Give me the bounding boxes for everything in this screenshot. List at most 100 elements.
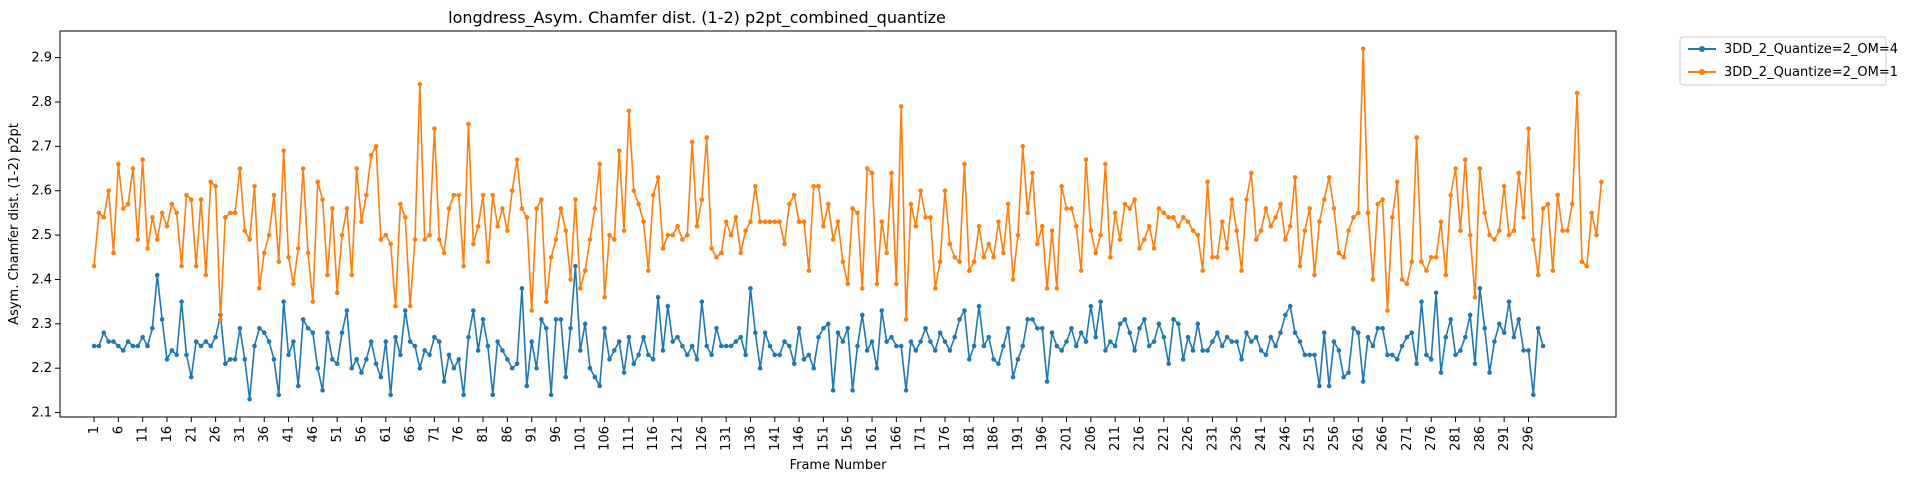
data-point-series-2 bbox=[670, 232, 675, 238]
data-point-series-1 bbox=[91, 343, 97, 349]
data-point-series-1 bbox=[252, 343, 257, 349]
data-point-series-2 bbox=[475, 223, 481, 229]
data-point-series-1 bbox=[1346, 370, 1351, 375]
data-point-series-1 bbox=[981, 343, 987, 349]
data-point-series-1 bbox=[1185, 334, 1191, 340]
data-point-series-2 bbox=[315, 179, 321, 185]
data-point-series-2 bbox=[534, 206, 539, 211]
data-point-series-2 bbox=[480, 192, 486, 198]
data-point-series-2 bbox=[1039, 223, 1045, 229]
data-point-series-2 bbox=[1394, 179, 1400, 185]
x-tick-label: 26 bbox=[209, 426, 224, 443]
data-point-series-2 bbox=[1122, 201, 1128, 207]
data-point-series-2 bbox=[1589, 210, 1594, 216]
data-point-series-2 bbox=[704, 135, 710, 140]
plot-frame bbox=[59, 30, 1617, 418]
data-point-series-1 bbox=[996, 361, 1001, 367]
data-point-series-1 bbox=[354, 357, 359, 362]
data-point-series-2 bbox=[266, 232, 272, 238]
data-point-series-2 bbox=[179, 263, 184, 269]
x-tick-label: 46 bbox=[306, 426, 321, 443]
data-point-series-1 bbox=[1108, 339, 1113, 344]
data-point-series-2 bbox=[116, 161, 121, 167]
x-tick-label: 116 bbox=[646, 426, 661, 451]
data-point-series-1 bbox=[417, 365, 423, 371]
x-tick-label: 226 bbox=[1181, 426, 1196, 451]
data-point-series-2 bbox=[1438, 219, 1444, 225]
data-point-series-2 bbox=[169, 201, 175, 207]
data-point-series-2 bbox=[373, 144, 379, 149]
data-point-series-2 bbox=[714, 254, 719, 260]
x-tick-label: 286 bbox=[1473, 426, 1488, 451]
legend-label-series-1: 3DD_2_Quantize=2_OM=4 bbox=[1724, 42, 1898, 57]
data-point-series-1 bbox=[466, 334, 471, 340]
x-tick-label: 251 bbox=[1303, 426, 1318, 451]
data-point-series-2 bbox=[451, 192, 457, 198]
data-point-series-2 bbox=[1462, 157, 1468, 162]
data-point-series-1 bbox=[806, 352, 812, 358]
x-tick-label: 101 bbox=[573, 426, 588, 451]
data-point-series-1 bbox=[1433, 290, 1439, 296]
data-point-series-1 bbox=[733, 339, 739, 344]
data-point-series-1 bbox=[918, 339, 923, 344]
data-point-series-2 bbox=[1569, 201, 1575, 207]
data-point-series-2 bbox=[1346, 228, 1351, 233]
data-point-series-1 bbox=[257, 325, 262, 331]
x-tick-label: 256 bbox=[1327, 426, 1342, 451]
data-point-series-1 bbox=[689, 343, 695, 349]
data-point-series-2 bbox=[466, 121, 471, 127]
x-tick-label: 136 bbox=[743, 426, 758, 451]
x-tick-label: 276 bbox=[1424, 426, 1439, 451]
data-point-series-2 bbox=[422, 237, 427, 242]
x-tick-label: 261 bbox=[1351, 426, 1366, 451]
data-point-series-2 bbox=[709, 246, 714, 251]
data-point-series-1 bbox=[1526, 348, 1531, 353]
data-point-series-2 bbox=[354, 166, 359, 171]
data-point-series-2 bbox=[1472, 294, 1478, 300]
data-point-series-1 bbox=[539, 317, 544, 322]
data-point-series-1 bbox=[111, 339, 116, 344]
data-point-series-2 bbox=[1331, 206, 1337, 211]
data-point-series-1 bbox=[568, 325, 573, 331]
data-point-series-2 bbox=[748, 219, 753, 225]
data-point-series-1 bbox=[840, 339, 846, 344]
data-point-series-1 bbox=[631, 361, 637, 367]
data-point-series-2 bbox=[364, 192, 369, 198]
data-point-series-1 bbox=[1069, 325, 1074, 331]
data-point-series-2 bbox=[281, 148, 286, 154]
data-point-series-1 bbox=[1132, 348, 1137, 353]
data-point-series-2 bbox=[641, 219, 646, 225]
data-point-series-1 bbox=[976, 303, 982, 309]
data-point-series-1 bbox=[1302, 352, 1308, 358]
y-tick-label: 2.6 bbox=[31, 184, 52, 199]
x-tick-label: 236 bbox=[1230, 426, 1245, 451]
data-point-series-1 bbox=[1151, 339, 1157, 344]
data-point-series-1 bbox=[1249, 339, 1254, 344]
data-point-series-1 bbox=[913, 348, 919, 353]
data-point-series-1 bbox=[1035, 325, 1040, 331]
data-point-series-2 bbox=[276, 259, 282, 265]
chart-title: longdress_Asym. Chamfer dist. (1-2) p2pt… bbox=[448, 8, 946, 28]
data-point-series-1 bbox=[850, 388, 855, 393]
data-point-series-2 bbox=[903, 317, 909, 322]
data-point-series-1 bbox=[777, 352, 782, 358]
data-point-series-2 bbox=[796, 219, 802, 225]
data-point-series-2 bbox=[1390, 215, 1395, 220]
data-point-series-1 bbox=[563, 374, 568, 380]
data-point-series-2 bbox=[1078, 268, 1084, 273]
data-point-series-1 bbox=[1001, 343, 1006, 349]
data-point-series-2 bbox=[1020, 144, 1026, 149]
data-point-series-1 bbox=[1317, 383, 1322, 389]
data-point-series-2 bbox=[840, 259, 846, 265]
data-point-series-2 bbox=[1258, 228, 1264, 233]
data-point-series-1 bbox=[1239, 357, 1244, 362]
data-point-series-1 bbox=[1103, 348, 1108, 353]
data-point-series-1 bbox=[607, 357, 612, 362]
data-point-series-1 bbox=[1083, 339, 1089, 344]
data-point-series-1 bbox=[830, 388, 836, 393]
data-point-series-1 bbox=[295, 383, 301, 389]
data-point-series-2 bbox=[471, 241, 476, 247]
data-point-series-2 bbox=[261, 250, 267, 256]
data-point-series-1 bbox=[787, 343, 792, 349]
data-point-series-2 bbox=[159, 210, 165, 216]
